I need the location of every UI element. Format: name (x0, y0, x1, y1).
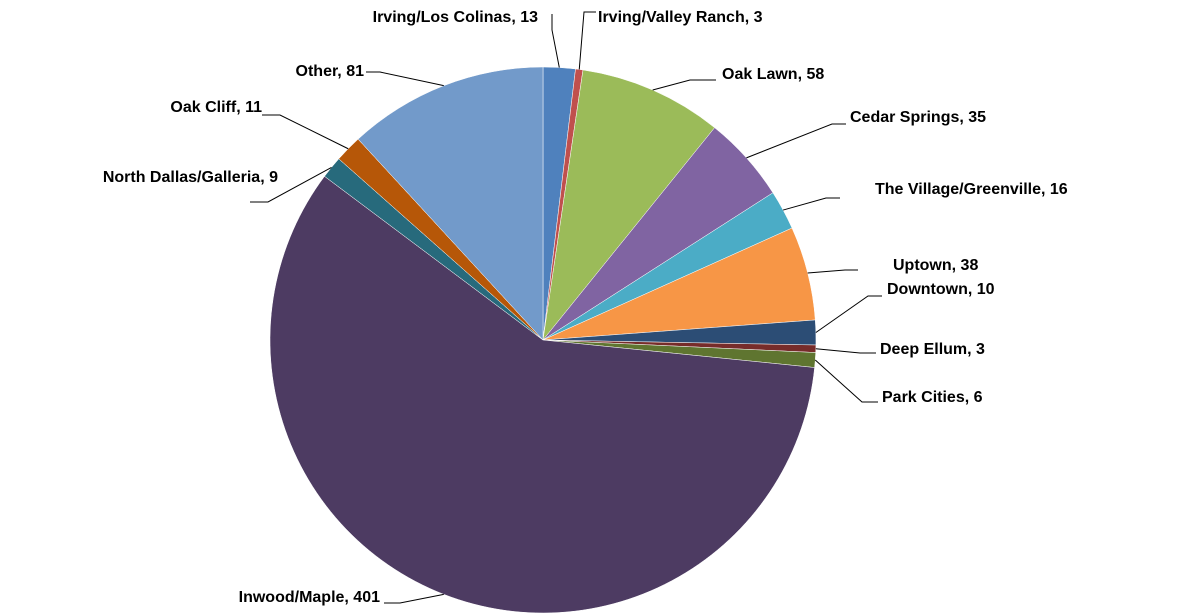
leader-line (782, 197, 840, 211)
leader-line (551, 14, 560, 68)
data-label: Downtown, 10 (887, 281, 995, 298)
data-label: Uptown, 38 (893, 257, 978, 274)
leader-line (262, 114, 349, 150)
data-label: Other, 81 (296, 63, 365, 80)
leader-line (815, 348, 876, 354)
data-label: Cedar Springs, 35 (850, 109, 986, 126)
leader-line (578, 11, 596, 70)
data-label: Irving/Los Colinas, 13 (373, 9, 538, 26)
data-label: The Village/Greenville, 16 (875, 181, 1068, 198)
leader-line (815, 295, 882, 333)
leader-line (807, 269, 858, 274)
leader-line (250, 166, 332, 203)
data-label: Inwood/Maple, 401 (239, 589, 380, 606)
data-label: Park Cities, 6 (882, 389, 983, 406)
pie-slice (542, 69, 715, 341)
data-label: Deep Ellum, 3 (880, 341, 985, 358)
leader-line (366, 71, 444, 87)
data-label: Oak Cliff, 11 (170, 99, 262, 116)
data-label: North Dallas/Galleria, 9 (103, 169, 278, 186)
data-label: Irving/Valley Ranch, 3 (598, 9, 763, 26)
leader-line (384, 593, 444, 604)
leader-line (814, 359, 878, 403)
data-label: Oak Lawn, 58 (722, 66, 824, 83)
pie-slice (357, 66, 544, 341)
leader-line (746, 123, 846, 159)
leader-line (652, 79, 716, 91)
